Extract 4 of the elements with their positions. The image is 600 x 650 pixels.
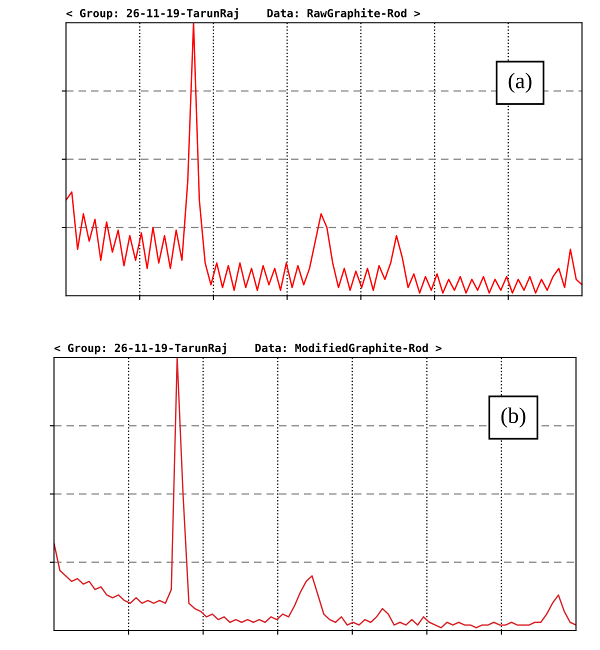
annotation: (a) bbox=[508, 72, 532, 93]
chart-title: < Group: 26-11-19-TarunRaj Data: ModifiedGraphite-Rod > bbox=[54, 342, 442, 354]
chart-title: < Group: 26-11-19-TarunRaj Data: RawGraphite-Rod > bbox=[66, 8, 420, 20]
annotation: (b) bbox=[501, 407, 526, 428]
